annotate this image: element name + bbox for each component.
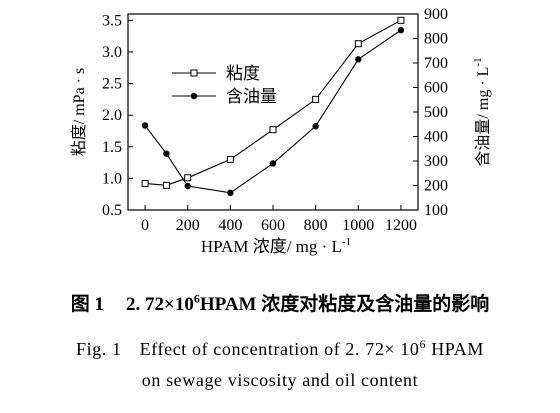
series-line	[145, 19, 402, 186]
x-axis-label-sup: -1	[342, 236, 351, 248]
data-point	[355, 56, 362, 63]
y-right-tick-label: 900	[424, 6, 448, 23]
data-point	[397, 16, 405, 24]
y-right-tick-label: 200	[424, 178, 448, 195]
x-tick-label: 400	[218, 217, 242, 234]
caption-english-line1: Fig. 1 Effect of concentration of 2. 72× …	[0, 337, 560, 360]
caption-cn-fig: 图 1	[70, 294, 105, 315]
caption-en-fig: Fig. 1	[76, 339, 122, 359]
y-left-tick-label: 3.0	[102, 44, 122, 61]
data-point	[226, 155, 234, 163]
y-left-tick-label: 3.5	[102, 12, 122, 29]
data-point	[312, 123, 319, 130]
x-tick-label: 1200	[385, 217, 417, 234]
y-right-axis-label: 含油量/ mg · L-1	[472, 57, 492, 166]
data-point	[163, 150, 170, 157]
legend-label: 含油量	[226, 87, 277, 106]
chart: 0 200 400 600 800 1000 1200 0.5 1.0 1.5 2.0 2.5 3.0 3…	[70, 6, 492, 256]
data-point	[162, 181, 170, 189]
series-line	[144, 29, 402, 194]
y-right-tick-label: 300	[424, 153, 448, 170]
data-point	[184, 182, 191, 190]
plot-frame	[127, 13, 419, 211]
data-point	[354, 40, 362, 48]
legend-marker	[190, 69, 198, 77]
data-point	[269, 126, 277, 134]
caption-english-line2: on sewage viscosity and oil content	[141, 370, 419, 390]
caption-cn-num: 2. 72×10	[126, 294, 194, 315]
y-right-tick-label: 600	[424, 80, 448, 97]
y-left-tick-label: 0.5	[102, 202, 122, 219]
data-point	[227, 189, 234, 197]
caption-en-text: Effect of concentration of 2. 72× 10	[139, 339, 420, 359]
y-right-tick-label: 800	[424, 31, 448, 48]
axes	[127, 13, 419, 211]
caption-cn-sup: 6	[193, 291, 200, 306]
data-point	[141, 122, 149, 129]
y-left-tick-label: 2.0	[102, 107, 122, 124]
chart-labels: 0 200 400 600 800 1000 1200 0.5 1.0 1.5 2.0 2.5 3.0 3…	[70, 6, 492, 256]
legend-label: 粘度	[226, 64, 260, 83]
data-point	[312, 95, 320, 103]
y-left-tick-label: 1.0	[102, 170, 122, 187]
x-tick-label: 200	[176, 217, 200, 234]
y-left-tick-label: 1.5	[102, 139, 122, 156]
x-tick-label: 1000	[342, 217, 374, 234]
legend-marker	[190, 92, 198, 100]
y-right-tick-label: 100	[424, 202, 448, 219]
chart-marks	[141, 16, 405, 197]
caption-chinese: 图 1 2. 72×106HPAM 浓度对粘度及含油量的影响	[0, 289, 560, 316]
caption-en-tail: HPAM	[431, 339, 484, 359]
y-right-tick-label: 500	[424, 104, 448, 121]
data-point	[184, 174, 192, 182]
x-tick-label: 0	[141, 217, 149, 234]
y-right-tick-label: 400	[424, 129, 448, 146]
y-right-tick-label: 700	[424, 55, 448, 72]
caption-en-sup: 6	[419, 337, 427, 351]
y-right-axis-label-sup: -1	[472, 57, 484, 66]
data-point	[397, 26, 405, 34]
x-axis-label: HPAM 浓度/ mg · L-1	[201, 236, 351, 256]
data-point	[141, 179, 149, 187]
x-tick-label: 600	[261, 217, 285, 234]
x-tick-label: 800	[304, 217, 328, 234]
caption-cn-text: HPAM 浓度对粘度及含油量的影响	[199, 294, 490, 315]
data-point	[269, 160, 277, 167]
y-left-tick-label: 2.5	[102, 76, 122, 93]
y-left-axis-label: 粘度/ mPa · s	[70, 68, 88, 156]
